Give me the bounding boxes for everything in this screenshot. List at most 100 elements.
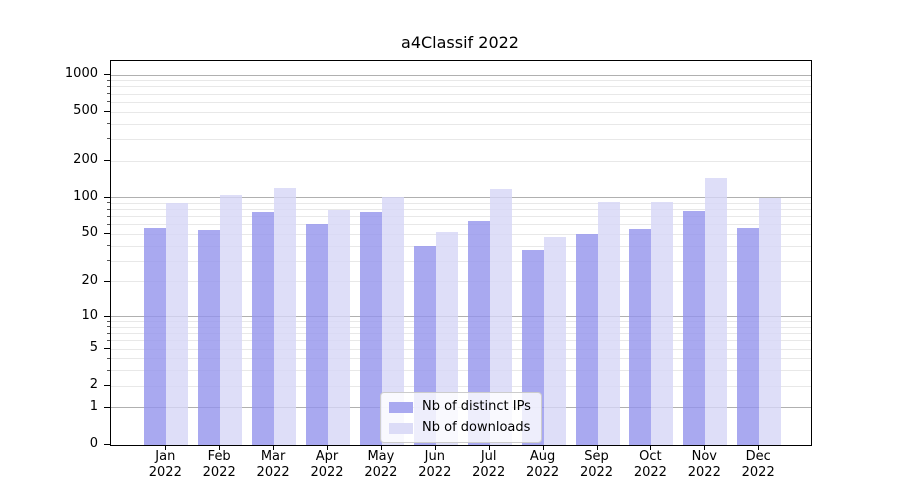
gridline-minor [111,224,811,226]
x-label-year: 2022 [526,465,560,480]
gridline-minor [111,86,811,88]
x-label-year: 2022 [687,465,721,480]
legend-label-distinct-ips: Nb of distinct IPs [422,399,531,414]
y-axis-tick-label: 10 [81,307,98,323]
chart-title: a4Classif 2022 [401,33,519,52]
y-axis-tick-label: 0 [89,436,98,451]
y-axis-minor-tick [107,326,110,328]
x-label-month: Apr [315,449,339,464]
x-axis-tick-label: Apr 2022 [295,449,359,481]
x-label-year: 2022 [741,465,775,480]
y-axis-tick [104,233,110,235]
x-label-month: Aug [529,449,556,464]
gridline-minor [111,385,811,387]
x-axis-tick-label: May 2022 [349,449,413,481]
y-axis-tick [104,74,110,76]
legend-entry-distinct-ips: Nb of distinct IPs [389,399,531,415]
x-axis-tick [758,445,760,450]
x-label-month: Sep [584,449,609,464]
bar-distinct-ips [359,211,382,445]
x-label-year: 2022 [202,465,236,480]
y-axis-tick-label: 5 [89,340,98,356]
gridline-major [111,316,811,318]
plot-area [110,60,812,446]
x-axis-tick [488,445,490,450]
gridline-minor [111,326,811,328]
y-axis-minor-tick [107,215,110,217]
gridline-minor [111,358,811,360]
gridline-minor [111,260,811,262]
gridline-minor [111,138,811,140]
gridline-minor [111,160,811,162]
x-axis-tick [273,445,275,450]
gridline-minor [111,123,811,125]
x-axis-tick [380,445,382,450]
y-axis-tick [104,406,110,408]
x-label-month: Feb [207,449,231,464]
bars-layer [111,61,811,445]
y-axis-tick-label: 1000 [64,66,98,82]
bar-downloads [543,236,566,445]
bar-downloads [274,188,297,445]
bar-downloads [597,201,620,445]
x-axis-tick-label: Dec 2022 [726,449,790,481]
gridline-minor [111,321,811,323]
gridline-minor [111,80,811,82]
y-axis-tick-label: 2 [89,377,98,393]
y-axis-minor-tick [107,260,110,262]
x-axis-tick [650,445,652,450]
gridline-minor [111,101,811,103]
y-axis-minor-tick [107,202,110,204]
x-label-year: 2022 [310,465,344,480]
x-axis-tick-label: Oct 2022 [618,449,682,481]
x-axis-tick [704,445,706,450]
y-axis-tick [104,196,110,198]
y-axis-minor-tick [107,93,110,95]
legend: Nb of distinct IPs Nb of downloads [380,392,542,443]
y-axis-minor-tick [107,369,110,371]
bar-distinct-ips [467,221,490,445]
gridline-minor [111,340,811,342]
x-axis-tick [219,445,221,450]
x-axis-tick-label: Mar 2022 [241,449,305,481]
gridline-minor [111,216,811,218]
x-axis-tick [165,445,167,450]
x-label-month: Jul [480,449,497,464]
y-axis-tick [104,315,110,317]
y-axis-minor-tick [107,339,110,341]
x-label-year: 2022 [633,465,667,480]
y-axis-tick-label: 200 [73,152,98,167]
gridline-major [111,74,811,76]
x-axis-tick-label: Aug 2022 [511,449,575,481]
bar-downloads [651,202,674,445]
x-label-year: 2022 [472,465,506,480]
y-axis-minor-tick [107,357,110,359]
x-axis-tick-label: Jan 2022 [133,449,197,481]
legend-label-downloads: Nb of downloads [422,420,531,435]
gridline-minor [111,348,811,350]
bar-downloads [220,195,243,445]
gridline-minor [111,281,811,283]
bar-distinct-ips [198,230,221,445]
gridline-minor [111,370,811,372]
y-axis-minor-tick [107,332,110,334]
x-axis-tick [327,445,328,450]
x-axis-tick-label: Jun 2022 [403,449,467,481]
y-axis-tick-label: 20 [81,272,98,288]
x-axis-tick-label: Feb 2022 [187,449,251,481]
bar-distinct-ips [306,224,328,445]
bar-downloads [328,209,350,445]
y-axis-minor-tick [107,208,110,210]
x-label-month: May [367,449,395,464]
bar-downloads [759,197,782,445]
x-label-year: 2022 [256,465,290,480]
x-axis-tick [596,445,598,450]
y-axis-minor-tick [107,223,110,225]
y-axis-minor-tick [107,123,110,125]
gridline-minor [111,93,811,95]
y-axis-tick-label: 100 [73,188,98,204]
x-axis-tick-label: Jul 2022 [457,449,521,481]
x-label-month: Dec [745,449,771,464]
legend-entry-downloads: Nb of downloads [389,420,531,436]
y-axis-minor-tick [107,79,110,81]
